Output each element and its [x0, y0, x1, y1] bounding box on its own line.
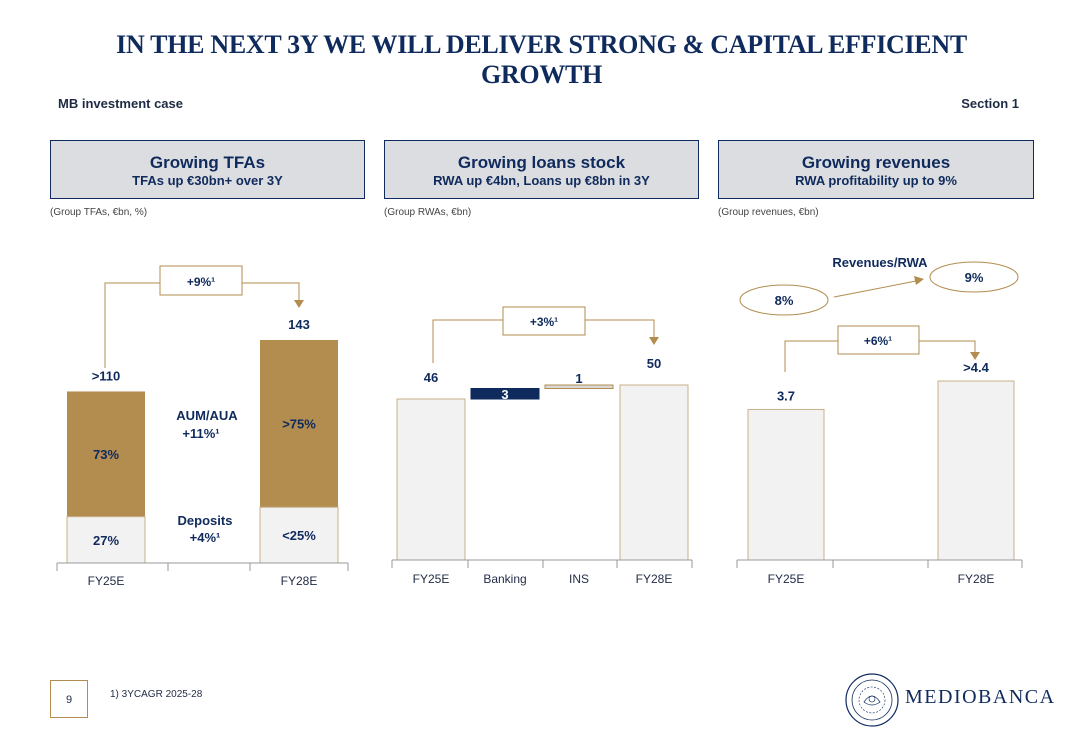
waterfall-bar — [544, 384, 614, 389]
unit-label-revenues: (Group revenues, €bn) — [718, 207, 819, 218]
ratio-to-ellipse — [929, 261, 1019, 293]
x-tick-label: FY25E — [768, 572, 805, 586]
panel-title: Growing TFAs — [149, 153, 266, 172]
data-label-deposits: 27% — [93, 533, 119, 548]
cagr-box — [837, 325, 920, 355]
data-label-aum: >75% — [282, 417, 316, 432]
panel-header-loans: Growing loans stock RWA up €4bn, Loans u… — [384, 140, 699, 199]
section-label-left: MB investment case — [58, 96, 183, 111]
panel-subtitle: RWA up €4bn, Loans up €8bn in 3Y — [433, 173, 650, 188]
x-tick-label: INS — [569, 572, 589, 586]
section-label-right: Section 1 — [961, 96, 1019, 111]
x-tick-label: FY28E — [281, 574, 318, 588]
panel-header-tfas: Growing TFAs TFAs up €30bn+ over 3Y — [50, 140, 365, 199]
cagr-label: +3%¹ — [530, 315, 558, 329]
deposits-growth-label: +4%¹ — [190, 530, 221, 545]
x-tick-label: FY28E — [636, 572, 673, 586]
brand-name: MEDIOBANCA — [905, 686, 1056, 708]
unit-label-tfas: (Group TFAs, €bn, %) — [50, 207, 148, 218]
panel-title: Growing revenues — [801, 153, 951, 172]
cagr-connector — [242, 282, 300, 300]
data-label-deposits: <25% — [282, 528, 316, 543]
revenue-bar — [747, 408, 825, 561]
mediobanca-seal-logo — [845, 673, 899, 727]
title-line-1: IN THE NEXT 3Y WE WILL DELIVER STRONG & … — [116, 30, 967, 59]
cagr-arrowhead — [970, 352, 980, 360]
cagr-connector — [585, 319, 655, 337]
data-label: 1 — [575, 371, 582, 386]
aum-label: AUM/AUA — [176, 408, 238, 423]
cagr-arrowhead — [649, 337, 659, 345]
cagr-arrowhead — [294, 300, 304, 308]
cagr-box — [159, 265, 243, 296]
bar-segment-aum — [260, 340, 338, 508]
x-tick-label: FY25E — [413, 572, 450, 586]
ratio-to-label: 9% — [965, 270, 984, 285]
cagr-connector — [432, 319, 503, 363]
ratio-title: Revenues/RWA — [832, 255, 928, 270]
ratio-arrow-line — [833, 280, 917, 298]
cagr-label: +9%¹ — [187, 275, 215, 289]
data-label-total: >110 — [92, 368, 121, 383]
cagr-connector — [919, 340, 976, 352]
cagr-box — [502, 306, 586, 336]
data-label-total: 143 — [288, 317, 310, 332]
panel-subtitle: RWA profitability up to 9% — [795, 173, 957, 188]
footnote: 1) 3YCAGR 2025-28 — [110, 689, 203, 700]
x-tick-label: FY25E — [88, 574, 125, 588]
cagr-connector — [784, 340, 838, 372]
bar-segment-deposits — [66, 516, 146, 564]
waterfall-bar — [396, 398, 466, 561]
ratio-arrowhead — [914, 276, 924, 285]
data-label: 3.7 — [777, 388, 795, 403]
data-label: 46 — [424, 370, 438, 385]
title-line-2: GROWTH — [481, 60, 602, 89]
page-number: 9 — [50, 680, 88, 718]
x-tick-label: FY28E — [958, 572, 995, 586]
ratio-from-label: 8% — [775, 293, 794, 308]
revenue-bar — [937, 380, 1015, 561]
data-label: >4.4 — [963, 360, 989, 375]
bar-segment-aum — [67, 391, 145, 517]
unit-label-loans: (Group RWAs, €bn) — [384, 207, 472, 218]
waterfall-bar — [619, 384, 689, 561]
bar-segment-deposits — [259, 506, 339, 564]
ratio-from-ellipse — [739, 284, 829, 316]
cagr-label: +6%¹ — [864, 334, 892, 348]
cagr-connector — [104, 282, 160, 368]
page-title: IN THE NEXT 3Y WE WILL DELIVER STRONG & … — [40, 30, 1043, 90]
waterfall-bar — [470, 388, 540, 400]
data-label: 50 — [647, 356, 661, 371]
x-tick-label: Banking — [483, 572, 526, 586]
data-label-aum: 73% — [93, 447, 119, 462]
panel-title: Growing loans stock — [457, 153, 626, 172]
data-label: 3 — [501, 387, 508, 402]
aum-growth-label: +11%¹ — [182, 426, 219, 441]
panel-header-revenues: Growing revenues RWA profitability up to… — [718, 140, 1034, 199]
deposits-label: Deposits — [178, 513, 233, 528]
panel-subtitle: TFAs up €30bn+ over 3Y — [132, 173, 283, 188]
